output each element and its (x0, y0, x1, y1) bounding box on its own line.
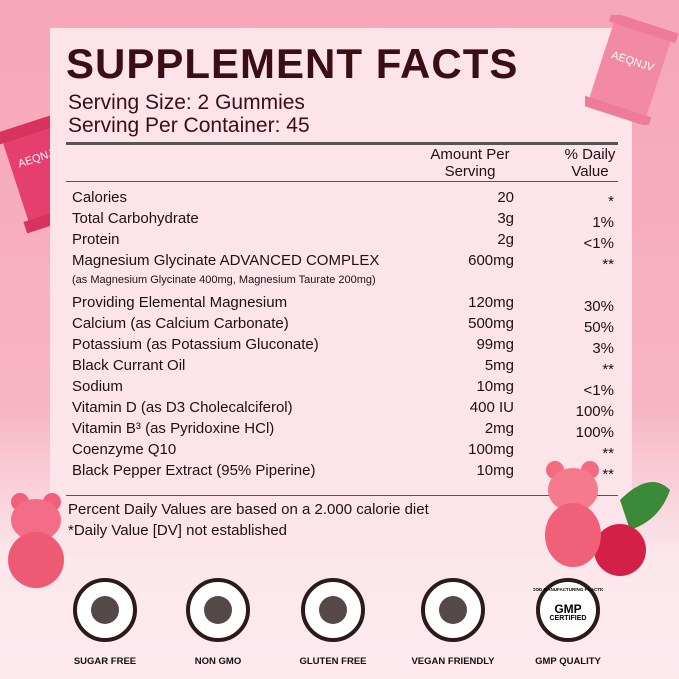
nutrient-note: (as Magnesium Glycinate 400mg, Magnesium… (72, 274, 376, 286)
wrapper-right: AEQNJV (585, 15, 679, 125)
badge-label: SUGAR FREE (73, 656, 137, 667)
gmp-seal-text: CERTIFIED (550, 615, 587, 622)
daily-value: <1% (583, 382, 614, 399)
amount: 10mg (476, 462, 514, 479)
badge-icon (186, 578, 250, 642)
header-line: % Daily (564, 146, 616, 163)
gummy-bear (8, 493, 64, 588)
nutrient-name: Coenzyme Q10 (72, 441, 177, 458)
daily-value: <1% (583, 235, 614, 252)
daily-value: * (608, 193, 614, 210)
rule (66, 142, 618, 145)
nutrient-name: Potassium (as Potassium Gluconate) (72, 336, 319, 353)
facts-panel (50, 28, 632, 556)
title: SUPPLEMENT FACTS (66, 40, 519, 87)
header-amount: Amount Per Serving (410, 146, 530, 180)
badge-icon (301, 578, 365, 642)
nutrient-name: Sodium (72, 378, 123, 395)
header-line: Amount Per (430, 146, 510, 163)
nutrient-name: Vitamin B³ (as Pyridoxine HCl) (72, 420, 275, 437)
nutrient-name: Providing Elemental Magnesium (72, 294, 288, 311)
daily-value: 50% (583, 319, 614, 336)
header-line: Value (571, 163, 609, 180)
amount: 2g (497, 231, 514, 248)
nutrient-name: Calcium (as Calcium Carbonate) (72, 315, 289, 332)
badge-icon (73, 578, 137, 642)
serving-size: Serving Size: 2 Gummies (68, 91, 305, 114)
badge-label: GMP QUALITY (535, 656, 601, 667)
daily-value: ** (602, 256, 614, 273)
daily-value: 100% (575, 403, 614, 420)
daily-value: 100% (575, 424, 614, 441)
daily-value: 30% (583, 298, 614, 315)
amount: 5mg (484, 357, 514, 374)
nutrient-name: Calories (72, 189, 128, 206)
header-line: Serving (444, 163, 496, 180)
badge-label: VEGAN FRIENDLY (411, 656, 495, 667)
gmp-seal-ring: GOOD MANUFACTURING PRACTICE (533, 587, 603, 592)
nutrient-name: Vitamin D (as D3 Cholecalciferol) (72, 399, 293, 416)
daily-value: ** (602, 445, 614, 462)
nutrient-name: Black Currant Oil (72, 357, 186, 374)
nutrient-name: Magnesium Glycinate ADVANCED COMPLEX (72, 252, 380, 269)
amount: 2mg (484, 420, 514, 437)
nutrient-name: Protein (72, 231, 120, 248)
amount: 120mg (468, 294, 514, 311)
header-dv: % Daily Value (545, 146, 635, 180)
amount: 99mg (476, 336, 514, 353)
bear-and-raspberry (545, 461, 670, 576)
amount: 500mg (468, 315, 514, 332)
rule (66, 181, 618, 182)
nutrient-name: Black Pepper Extract (95% Piperine) (72, 462, 316, 479)
amount: 600mg (468, 252, 514, 269)
gmp-seal-text: GMP (554, 602, 581, 616)
footnote: *Daily Value [DV] not established (68, 522, 288, 539)
rule (66, 495, 618, 496)
servings-per-container: Serving Per Container: 45 (68, 114, 310, 137)
daily-value: ** (602, 466, 614, 483)
footnote: Percent Daily Values are based on a 2.00… (68, 501, 429, 518)
nutrient-name: Total Carbohydrate (72, 210, 199, 227)
amount: 100mg (468, 441, 514, 458)
daily-value: ** (602, 361, 614, 378)
amount: 3g (497, 210, 514, 227)
amount: 10mg (476, 378, 514, 395)
badge-label: NON GMO (194, 656, 242, 667)
daily-value: 3% (592, 340, 614, 357)
daily-value: 1% (592, 214, 614, 231)
amount: 20 (497, 189, 514, 206)
badge-icon (421, 578, 485, 642)
amount: 400 IU (469, 399, 514, 416)
badge-label: GLUTEN FREE (299, 656, 367, 667)
